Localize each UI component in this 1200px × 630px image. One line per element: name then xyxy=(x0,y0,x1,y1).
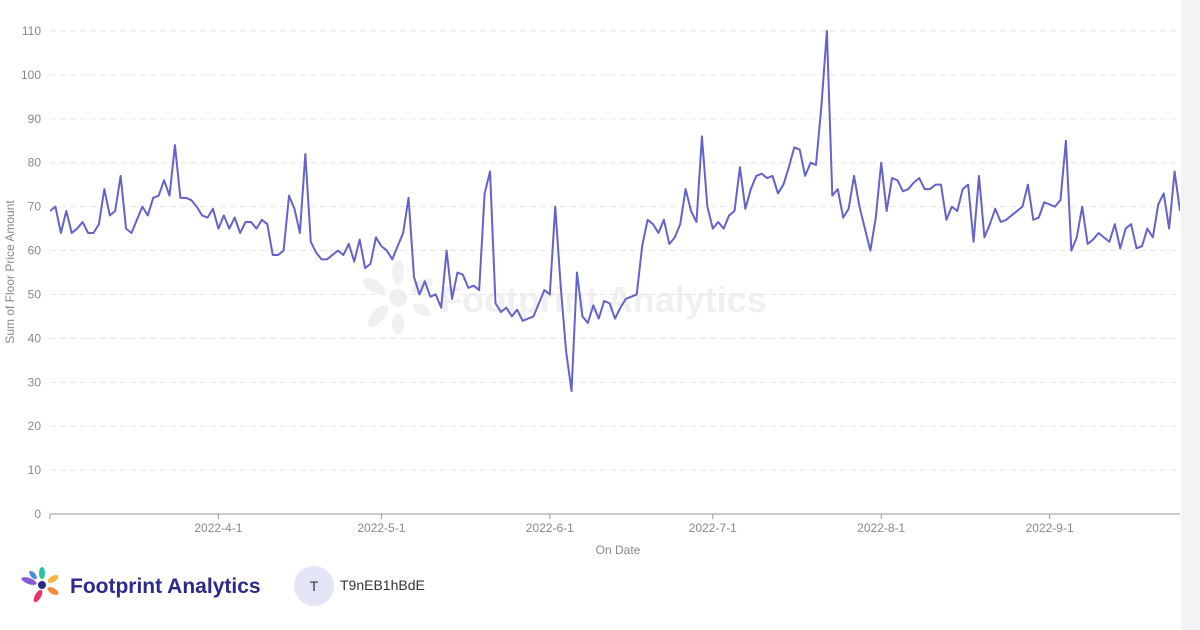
y-tick-label: 40 xyxy=(28,331,42,345)
y-axis-label: Sum of Floor Price Amount xyxy=(3,200,17,344)
y-tick-label: 110 xyxy=(22,24,41,38)
y-tick-label: 70 xyxy=(28,200,42,214)
y-tick-label: 100 xyxy=(21,68,41,82)
brand-name: Footprint Analytics xyxy=(70,575,261,598)
avatar-initial: T xyxy=(310,578,319,594)
scrollbar xyxy=(1181,0,1200,630)
y-tick-label: 10 xyxy=(28,463,42,477)
x-tick-label: 2022-8-1 xyxy=(857,521,905,535)
x-axis-label: On Date xyxy=(596,543,641,557)
x-tick-label: 2022-9-1 xyxy=(1026,521,1074,535)
x-tick-label: 2022-7-1 xyxy=(689,521,737,535)
x-tick-label: 2022-5-1 xyxy=(357,521,405,535)
user-name[interactable]: T9nEB1hBdE xyxy=(340,577,425,593)
y-tick-label: 30 xyxy=(28,375,42,389)
y-tick-label: 60 xyxy=(28,244,42,258)
x-tick-label: 2022-6-1 xyxy=(526,521,574,535)
y-tick-label: 50 xyxy=(28,287,42,301)
y-tick-label: 20 xyxy=(28,419,42,433)
avatar[interactable] xyxy=(294,566,334,606)
y-tick-label: 80 xyxy=(28,156,42,170)
y-tick-label: 0 xyxy=(34,507,41,521)
footer: Footprint Analytics T T9nEB1hBdE xyxy=(21,566,425,606)
watermark-text: Footprint Analytics xyxy=(440,279,767,320)
x-tick-label: 2022-4-1 xyxy=(194,521,242,535)
brand-logo xyxy=(21,567,59,603)
y-tick-label: 90 xyxy=(28,112,42,126)
data-line xyxy=(50,30,1180,393)
